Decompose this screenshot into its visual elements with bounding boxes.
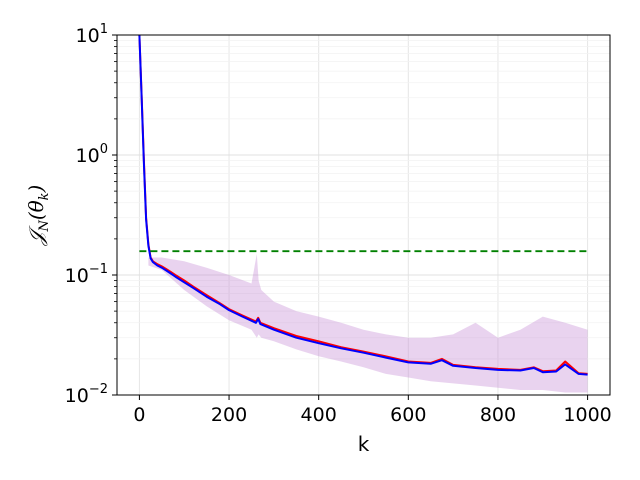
y-axis-label-sub2: k	[37, 192, 52, 200]
x-tick-label: 800	[480, 404, 516, 426]
y-tick-exponent: −1	[89, 262, 108, 277]
x-tick-label: 600	[390, 404, 426, 426]
x-axis: 0 200 400 600 800 1000	[133, 395, 612, 426]
y-tick-base: 10	[76, 145, 100, 167]
x-tick-label: 400	[301, 404, 337, 426]
y-tick-base: 10	[65, 385, 89, 407]
x-tick-label: 200	[211, 404, 247, 426]
y-tick-base: 10	[65, 265, 89, 287]
series-lines	[138, 34, 588, 376]
y-tick-exponent: −2	[89, 382, 108, 397]
y-axis-label: 𝒥N(θk)	[24, 185, 52, 247]
y-tick-label: 10−2	[65, 382, 108, 407]
plot-frame	[116, 34, 611, 396]
std-band	[148, 253, 588, 393]
x-tick-label: 0	[133, 404, 145, 426]
variance-band	[148, 253, 588, 393]
y-tick-exponent: 0	[100, 142, 108, 157]
x-tick-label: 1000	[563, 404, 611, 426]
y-axis-label-sub1: N	[37, 220, 52, 233]
y-tick-base: 10	[76, 25, 100, 47]
x-axis-label: k	[358, 432, 370, 456]
y-axis-label-mid: (θ	[24, 200, 48, 220]
series-line-1	[138, 34, 588, 376]
y-axis-label-end: )	[24, 185, 48, 194]
y-tick-exponent: 1	[100, 22, 108, 37]
y-tick-label: 101	[76, 22, 108, 47]
y-tick-label: 10−1	[65, 262, 108, 287]
y-tick-label: 100	[76, 142, 108, 167]
